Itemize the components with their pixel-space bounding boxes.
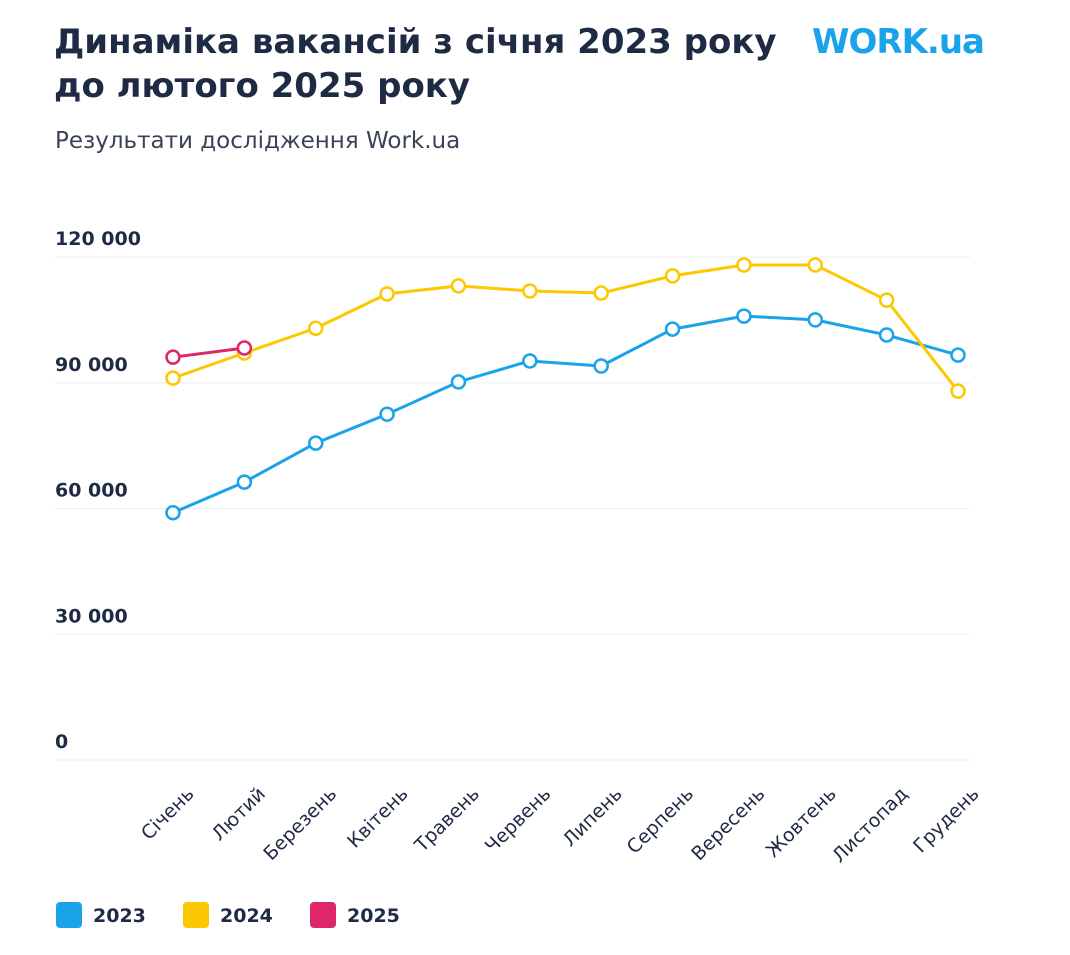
x-tick-label: Листопад [828, 783, 912, 867]
point [522, 353, 538, 369]
x-tick-label: Травень [410, 783, 484, 857]
point [807, 257, 824, 273]
point [307, 435, 324, 451]
x-tick-label: Грудень [909, 783, 983, 857]
line [172, 346, 245, 359]
point [593, 285, 609, 301]
point [522, 283, 538, 299]
legend-label: 2023 [93, 905, 146, 927]
point [593, 358, 609, 374]
y-tick-label: 30 000 [55, 605, 128, 627]
point [379, 286, 395, 302]
legend-label: 2024 [220, 905, 273, 927]
x-tick-label: Серпень [623, 783, 698, 858]
legend-swatch [56, 902, 82, 928]
point [236, 340, 253, 356]
chart-subtitle: Результати дослідження Work.ua [55, 128, 461, 154]
legend-swatch [183, 902, 209, 928]
x-tick-label: Лютий [208, 783, 270, 845]
point [878, 327, 895, 343]
point [736, 257, 752, 273]
x-tick-label: Січень [137, 783, 199, 845]
legend-swatch [310, 902, 336, 928]
point [379, 406, 395, 422]
chart-title: Динаміка вакансій з січня 2023 року до л… [54, 22, 777, 106]
legend-label: 2025 [347, 905, 400, 927]
point [807, 312, 824, 328]
y-tick-label: 60 000 [55, 480, 128, 502]
point [165, 370, 181, 386]
point [878, 292, 895, 308]
x-tick-label: Вересень [687, 783, 769, 865]
y-tick-label: 0 [55, 731, 68, 753]
point [307, 320, 324, 337]
x-tick-label: Квітень [343, 783, 413, 853]
point [165, 349, 181, 365]
line [172, 263, 960, 393]
line [172, 314, 959, 515]
y-tick-label: 120 000 [55, 228, 141, 250]
point [736, 308, 752, 324]
logo: WORK.ua [812, 22, 985, 62]
point [165, 504, 181, 521]
x-tick-label: Липень [559, 783, 627, 851]
x-tick-label: Березень [259, 783, 341, 865]
point [450, 278, 467, 294]
point [950, 347, 966, 363]
x-tick-label: Червень [481, 783, 555, 857]
point [664, 268, 681, 284]
point [450, 374, 467, 390]
point [664, 321, 681, 337]
y-tick-label: 90 000 [55, 354, 128, 376]
point [236, 474, 253, 490]
point [950, 383, 966, 399]
